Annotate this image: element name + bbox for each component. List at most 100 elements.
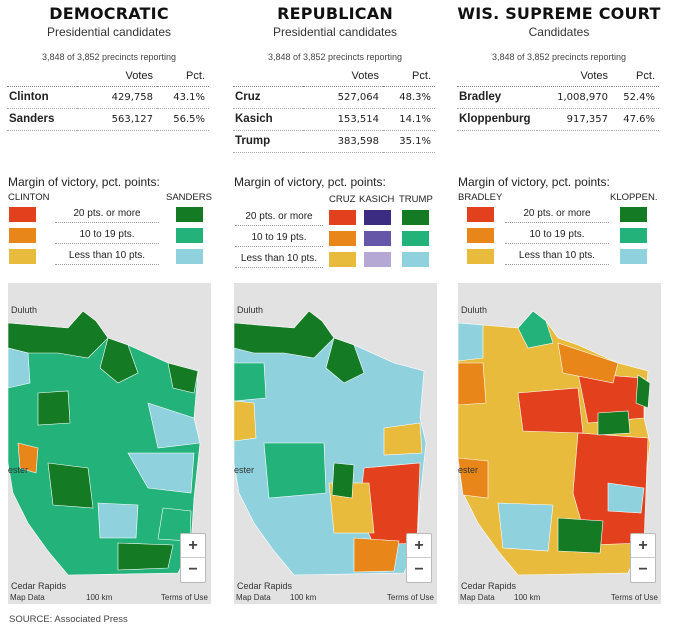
candidate-pct: 47.6% [612, 108, 659, 131]
table-row: Kasich 153,514 14.1% [233, 108, 435, 131]
zoom-in-button[interactable]: + [407, 534, 431, 558]
map-data-link[interactable]: Map Data [236, 593, 271, 602]
candidate-name: Kloppenburg [457, 108, 537, 131]
candidate-name: Clinton [7, 86, 77, 109]
votes-header: Votes [77, 67, 157, 87]
panel-subtitle: Presidential candidates [46, 25, 172, 39]
votes-header: Votes [537, 67, 612, 87]
candidate-pct: 35.1% [383, 130, 435, 153]
legend-head-clinton: CLINTON [8, 192, 50, 203]
precincts-reporting: 3,848 of 3,852 precincts reporting [41, 52, 177, 62]
zoom-out-button[interactable]: − [638, 561, 648, 578]
candidate-pct: 43.1% [157, 86, 209, 109]
zoom-control: + − [406, 533, 432, 583]
margin-legend: CLINTON SANDERS 20 pts. or more 10 to 19… [3, 192, 215, 267]
legend-label-20: 20 pts. or more [505, 206, 609, 223]
legend-label-10: 10 to 19 pts. [55, 227, 159, 244]
terms-of-use-link[interactable]: Terms of Use [160, 593, 208, 602]
zoom-in-button[interactable]: + [181, 534, 205, 558]
swatch-cruz-lt10 [329, 252, 356, 267]
legend-label-lt10: Less than 10 pts. [505, 248, 609, 265]
candidate-votes: 917,357 [537, 108, 612, 131]
terms-of-use-link[interactable]: Terms of Use [386, 593, 434, 602]
margin-legend: CRUZ KASICH TRUMP 20 pts. or more 10 to … [229, 192, 441, 268]
map-svg [234, 283, 437, 604]
panel-title: WIS. SUPREME COURT [457, 4, 661, 23]
zoom-control: + − [630, 533, 656, 583]
candidate-votes: 153,514 [303, 108, 383, 131]
results-table: Votes Pct. Cruz 527,064 48.3% Kasich 153… [233, 67, 435, 153]
county-map[interactable]: Duluth ester Cedar Rapids + − Map Data 1… [458, 283, 661, 604]
table-row: Trump 383,598 35.1% [233, 130, 435, 153]
map-svg [8, 283, 211, 604]
results-table: Votes Pct. Clinton 429,758 43.1% Sanders… [7, 67, 209, 131]
table-header-row: Votes Pct. [7, 67, 209, 87]
source-credit: SOURCE: Associated Press [9, 614, 128, 625]
margin-title: Margin of victory, pct. points: [234, 175, 386, 189]
swatch-bradley-20 [467, 207, 494, 222]
swatch-sanders-20 [176, 207, 203, 222]
swatch-sanders-lt10 [176, 249, 203, 264]
legend-label-20: 20 pts. or more [235, 209, 323, 226]
swatch-clinton-lt10 [9, 249, 36, 264]
panel-title: REPUBLICAN [277, 4, 393, 23]
map-label-ester: ester [234, 465, 255, 475]
candidate-pct: 48.3% [383, 86, 435, 109]
swatch-kloppenburg-lt10 [620, 249, 647, 264]
candidate-name: Trump [233, 130, 303, 153]
candidate-pct: 56.5% [157, 108, 209, 131]
panel-subtitle: Presidential candidates [272, 25, 398, 39]
votes-header: Votes [303, 67, 383, 87]
margin-title: Margin of victory, pct. points: [458, 175, 610, 189]
table-row: Cruz 527,064 48.3% [233, 86, 435, 109]
legend-head-cruz: CRUZ [329, 194, 356, 205]
panel-subtitle: Candidates [528, 25, 590, 39]
pct-header: Pct. [612, 67, 659, 87]
candidate-name: Kasich [233, 108, 303, 131]
legend-head-kasich: KASICH [359, 194, 395, 205]
table-row: Sanders 563,127 56.5% [7, 108, 209, 131]
legend-head-bradley: BRADLEY [458, 192, 503, 203]
precincts-reporting: 3,848 of 3,852 precincts reporting [491, 52, 627, 62]
map-label-cedar-rapids: Cedar Rapids [11, 581, 67, 591]
margin-title: Margin of victory, pct. points: [8, 175, 160, 189]
zoom-in-button[interactable]: + [631, 534, 655, 558]
swatch-trump-10 [402, 231, 429, 246]
legend-head-trump: TRUMP [399, 194, 433, 205]
map-svg [458, 283, 661, 604]
legend-label-20: 20 pts. or more [55, 206, 159, 223]
map-data-link[interactable]: Map Data [460, 593, 495, 602]
swatch-cruz-20 [329, 210, 356, 225]
candidate-pct: 52.4% [612, 86, 659, 109]
zoom-out-button[interactable]: − [188, 561, 198, 578]
map-scale: 100 km [514, 593, 541, 602]
county-map[interactable]: Duluth ester Cedar Rapids + − Map Data 1… [8, 283, 211, 604]
pct-header: Pct. [383, 67, 435, 87]
legend-label-10: 10 to 19 pts. [505, 227, 609, 244]
margin-legend: BRADLEY KLOPPEN. 20 pts. or more 10 to 1… [453, 192, 665, 267]
candidate-name: Cruz [233, 86, 303, 109]
map-label-duluth: Duluth [461, 305, 488, 315]
zoom-out-button[interactable]: − [414, 561, 424, 578]
map-scale: 100 km [290, 593, 317, 602]
map-data-link[interactable]: Map Data [10, 593, 45, 602]
map-label-ester: ester [8, 465, 29, 475]
map-label-duluth: Duluth [11, 305, 38, 315]
supreme-court-panel: WIS. SUPREME COURT Candidates 3,848 of 3… [453, 0, 665, 606]
map-label-cedar-rapids: Cedar Rapids [461, 581, 517, 591]
swatch-trump-lt10 [402, 252, 429, 267]
swatch-clinton-10 [9, 228, 36, 243]
swatch-kasich-20 [364, 210, 391, 225]
legend-label-lt10: Less than 10 pts. [235, 251, 323, 268]
table-row: Clinton 429,758 43.1% [7, 86, 209, 109]
swatch-bradley-10 [467, 228, 494, 243]
swatch-sanders-10 [176, 228, 203, 243]
legend-head-sanders: SANDERS [166, 192, 212, 203]
map-label-ester: ester [458, 465, 479, 475]
precincts-reporting: 3,848 of 3,852 precincts reporting [267, 52, 403, 62]
table-row: Kloppenburg 917,357 47.6% [457, 108, 659, 131]
table-header-row: Votes Pct. [233, 67, 435, 87]
county-map[interactable]: Duluth ester Cedar Rapids + − Map Data 1… [234, 283, 437, 604]
terms-of-use-link[interactable]: Terms of Use [610, 593, 658, 602]
candidate-name: Bradley [457, 86, 537, 109]
